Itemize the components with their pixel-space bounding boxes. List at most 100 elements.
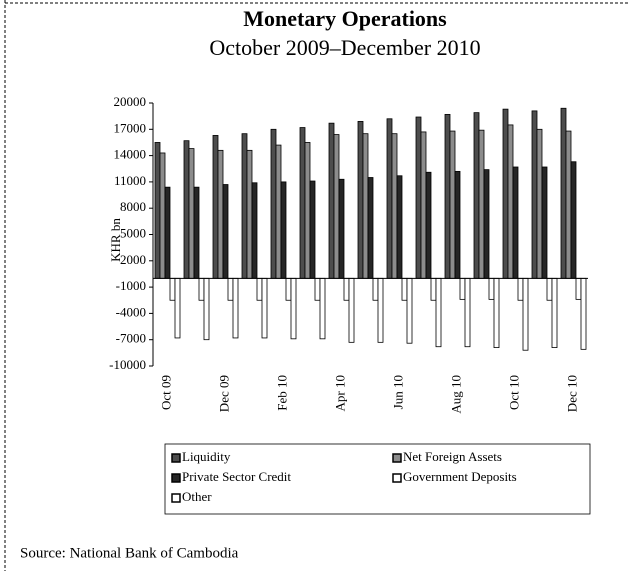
bar bbox=[454, 170, 461, 279]
y-tick-label: -7000 bbox=[116, 331, 146, 346]
legend-swatch bbox=[171, 453, 181, 463]
bar bbox=[391, 133, 398, 279]
bar bbox=[551, 277, 558, 348]
bar bbox=[401, 277, 408, 301]
bar bbox=[232, 277, 239, 339]
bar bbox=[299, 127, 306, 279]
legend-box bbox=[164, 443, 591, 515]
bar bbox=[435, 277, 442, 348]
bar bbox=[333, 134, 340, 279]
bar bbox=[304, 142, 311, 279]
bar bbox=[536, 128, 543, 279]
bar bbox=[478, 129, 485, 279]
bar bbox=[203, 277, 210, 341]
bar bbox=[169, 277, 176, 301]
bar bbox=[357, 121, 364, 279]
y-tick-label: 20000 bbox=[114, 94, 147, 109]
bar bbox=[319, 277, 326, 340]
bar bbox=[290, 277, 297, 340]
bar bbox=[212, 135, 219, 279]
x-tick-label: Aug 10 bbox=[448, 375, 463, 414]
bar bbox=[473, 112, 480, 279]
legend-swatch bbox=[171, 493, 181, 503]
x-tick-label: Dec 09 bbox=[216, 375, 231, 412]
legend-swatch bbox=[171, 473, 181, 483]
bar bbox=[188, 148, 195, 279]
bar bbox=[575, 277, 582, 300]
bar bbox=[512, 166, 519, 279]
x-tick-label: Jun 10 bbox=[390, 375, 405, 409]
x-tick-label: Oct 09 bbox=[158, 375, 173, 410]
bar bbox=[256, 277, 263, 301]
chart-title: Monetary Operations bbox=[243, 6, 447, 31]
bar bbox=[580, 277, 587, 350]
bar bbox=[415, 116, 422, 279]
bar bbox=[222, 184, 229, 279]
legend-label: Net Foreign Assets bbox=[403, 449, 502, 464]
bar bbox=[174, 277, 181, 339]
bar bbox=[420, 131, 427, 279]
bar bbox=[285, 277, 292, 301]
y-tick-label: 17000 bbox=[114, 120, 147, 135]
legend-swatch bbox=[392, 453, 402, 463]
source: Source: National Bank of Cambodia bbox=[20, 545, 239, 561]
bar bbox=[546, 277, 553, 301]
x-tick-label: Dec 10 bbox=[564, 375, 579, 412]
y-tick-label: 2000 bbox=[120, 252, 146, 267]
bar bbox=[488, 277, 495, 300]
bar bbox=[338, 178, 345, 279]
bar bbox=[517, 277, 524, 301]
bar bbox=[348, 277, 355, 343]
bar bbox=[164, 186, 171, 279]
y-tick-label: -4000 bbox=[116, 304, 146, 319]
bar bbox=[270, 128, 277, 279]
y-tick-label: -10000 bbox=[109, 357, 146, 372]
bar bbox=[483, 169, 490, 279]
bar bbox=[198, 277, 205, 301]
y-tick-label: 5000 bbox=[120, 225, 146, 240]
bar bbox=[275, 144, 282, 279]
bar bbox=[430, 277, 437, 301]
bar bbox=[464, 277, 471, 348]
chart-subtitle: October 2009–December 2010 bbox=[209, 35, 480, 60]
bar bbox=[309, 180, 316, 279]
y-tick-label: 11000 bbox=[114, 173, 146, 188]
bar bbox=[314, 277, 321, 301]
bar bbox=[217, 149, 224, 279]
bar bbox=[367, 177, 374, 279]
bar bbox=[227, 277, 234, 301]
bar bbox=[541, 166, 548, 279]
legend-label: Government Deposits bbox=[403, 469, 517, 484]
y-tick-label: 8000 bbox=[120, 199, 146, 214]
bar bbox=[362, 133, 369, 279]
bar bbox=[570, 161, 577, 279]
bar bbox=[425, 171, 432, 279]
bar bbox=[343, 277, 350, 301]
x-tick-label: Oct 10 bbox=[506, 375, 521, 410]
legend-label: Other bbox=[182, 489, 212, 504]
bar bbox=[386, 118, 393, 279]
bar bbox=[560, 107, 567, 279]
bar bbox=[251, 182, 258, 279]
x-tick-label: Feb 10 bbox=[274, 375, 289, 411]
legend-swatch bbox=[392, 473, 402, 483]
y-tick-label: -1000 bbox=[116, 278, 146, 293]
bar bbox=[159, 152, 166, 279]
bar bbox=[444, 113, 451, 279]
bar bbox=[377, 277, 384, 343]
bar bbox=[565, 130, 572, 279]
bar bbox=[183, 140, 190, 279]
y-axis-label: KHR bn bbox=[108, 218, 123, 262]
bar bbox=[406, 277, 413, 344]
legend-label: Liquidity bbox=[182, 449, 231, 464]
y-tick-label: 14000 bbox=[114, 147, 147, 162]
bar bbox=[154, 142, 161, 279]
bar bbox=[193, 186, 200, 279]
bar bbox=[522, 277, 529, 351]
bar bbox=[459, 277, 466, 300]
bar bbox=[241, 133, 248, 279]
bar bbox=[396, 175, 403, 279]
bar bbox=[280, 181, 287, 279]
bar bbox=[502, 108, 509, 279]
bar bbox=[261, 277, 268, 339]
